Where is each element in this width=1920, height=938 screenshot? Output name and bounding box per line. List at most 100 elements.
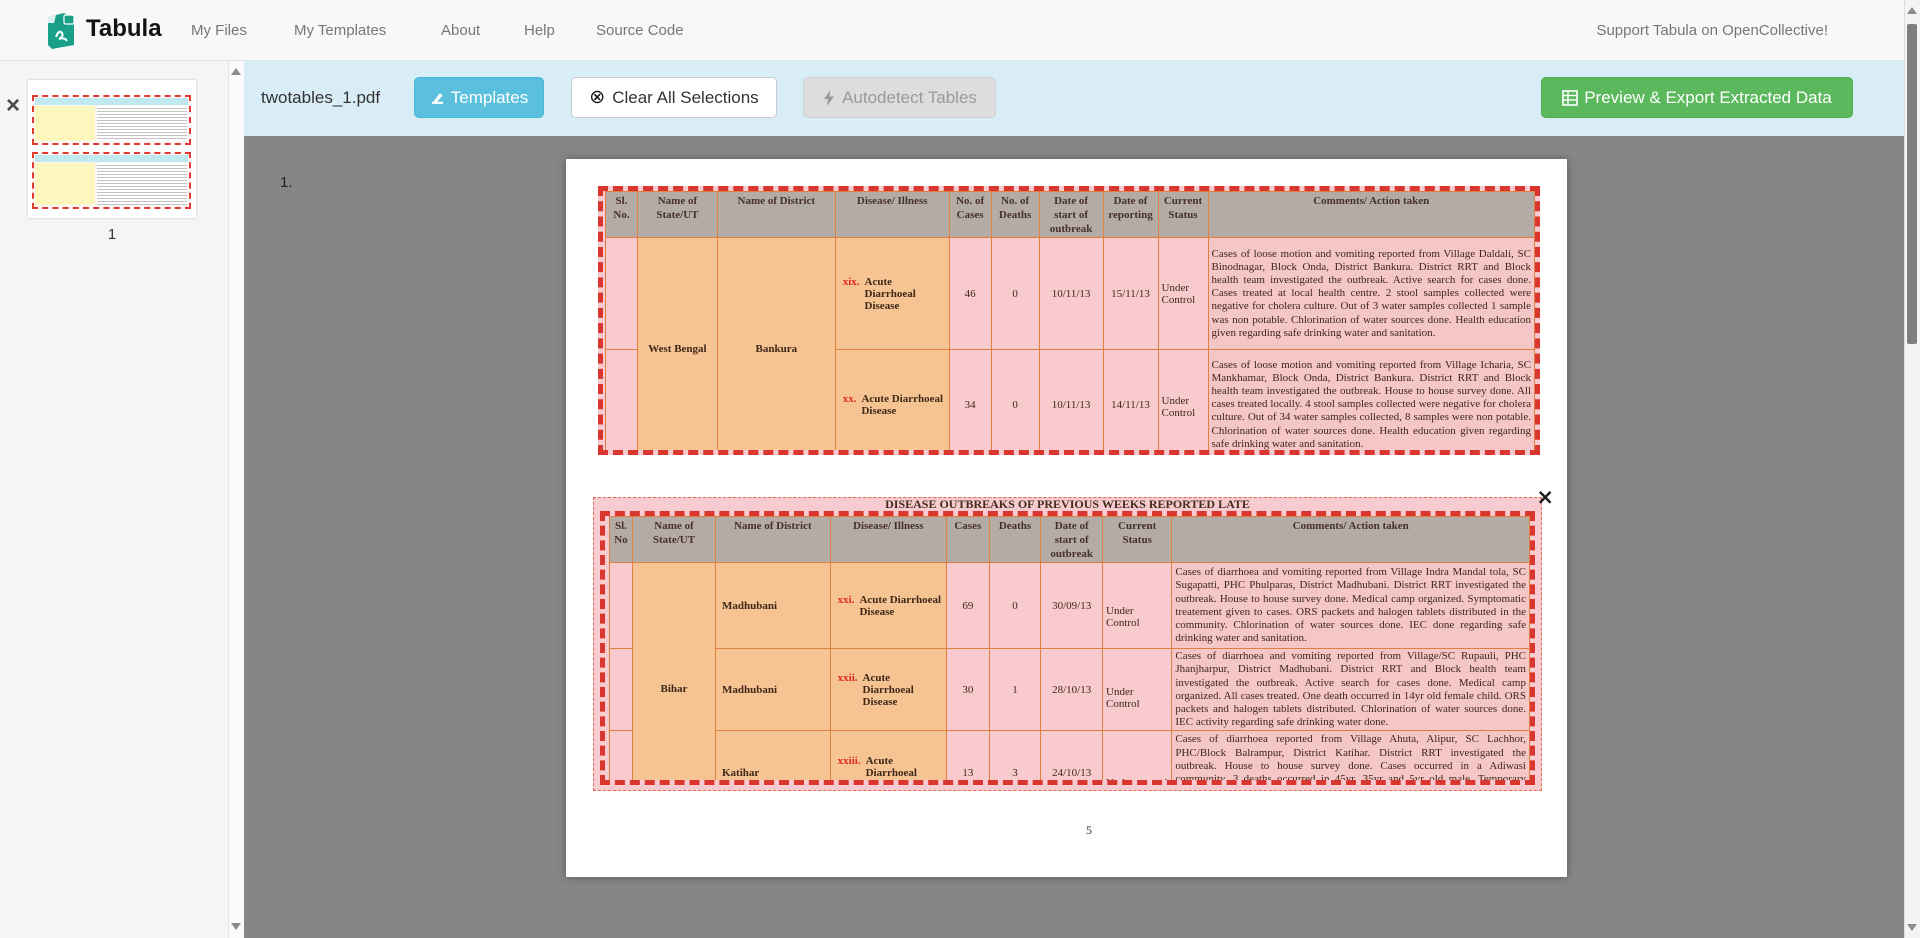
t2-header-disease: Disease/ Illness [829,516,947,564]
table-row: Bihar Madhubani xxi. Acute Diarrhoeal Di… [609,562,1530,780]
t1-header-district: Name of District [716,191,836,239]
thumbnail-page-number: 1 [107,226,117,243]
t1-r1-deaths: 0 [990,237,1040,351]
templates-icon [431,93,443,104]
t2-r3-district: Katihar [715,730,831,780]
nav-about[interactable]: About [441,22,481,39]
t2-r2-comments: Cases of diarrhoea and vomiting reported… [1171,648,1530,732]
t2-r3-roman: xxiii. [837,754,861,767]
t2-r3-status: Under control [1102,730,1173,780]
nav-my-files[interactable]: My Files [191,22,247,39]
t1-r2-comments: Cases of loose motion and vomiting repor… [1207,349,1535,450]
nav-my-templates[interactable]: My Templates [294,22,387,39]
autodetect-button-label: Autodetect Tables [842,87,977,107]
export-button-label: Preview & Export Extracted Data [1584,87,1832,107]
t2-header-status: Current Status [1102,516,1173,564]
t2-r1-start: 30/09/13 [1040,562,1104,650]
mini-table-cells [35,163,95,205]
outbreak-table-2: Sl. No Name of State/UT Name of District… [609,516,1530,785]
sidebar-scroll-down-icon[interactable] [231,923,241,930]
t2-r1-cases: 69 [945,562,990,650]
pdf-canvas: 1. Sl. No. Name of State/UT Name of Dist… [244,136,1905,938]
t2-r1-status: Under Control [1102,562,1173,650]
remove-page-icon[interactable]: × [6,92,21,119]
nav-support-link[interactable]: Support Tabula on OpenCollective! [1596,22,1828,39]
table-row: Katihar xxiii. Acute Diarrhoeal Disease … [609,730,1530,785]
t1-header-sl: Sl. No. [605,191,638,239]
t1-header-reporting: Date of reporting [1102,191,1159,239]
sidebar-scroll-up-icon[interactable] [231,68,241,75]
t2-r2-start: 28/10/13 [1040,648,1104,732]
page-thumbnail[interactable] [28,80,196,218]
autodetect-tables-button[interactable]: Autodetect Tables [803,77,996,118]
table-selection-1[interactable]: Sl. No. Name of State/UT Name of Distric… [598,186,1540,455]
preview-export-button[interactable]: Preview & Export Extracted Data [1541,77,1853,118]
selection-2-close-icon[interactable]: × [1536,485,1554,509]
page-scrollbar[interactable] [1904,0,1920,938]
t2-r1-disease: Acute Diarrhoeal Disease [859,593,942,618]
t1-header-start: Date of start of outbreak [1038,191,1104,239]
tabula-logo-icon [48,11,75,49]
scrollbar-thumb[interactable] [1907,24,1917,344]
table-row: West Bengal Bankura xix. Acute Diarrhoea… [605,237,1535,450]
table2-title: DISEASE OUTBREAKS OF PREVIOUS WEEKS REPO… [885,497,1250,511]
nav-source-code[interactable]: Source Code [596,22,684,39]
t2-r2-disease: Acute Diarrhoeal Disease [862,671,914,708]
t1-header-status: Current Status [1157,191,1209,239]
t2-r2-deaths: 1 [988,648,1042,732]
t2-r2-status: Under Control [1102,648,1173,732]
clear-all-selections-button[interactable]: ⊗ Clear All Selections [571,77,777,118]
t1-r2-status: Under Control [1157,349,1209,450]
t2-r3-disease: Acute Diarrhoeal Disease [865,754,917,785]
selection-1-close-icon[interactable]: × [1533,186,1540,191]
pdf-page[interactable]: Sl. No. Name of State/UT Name of Distric… [566,159,1567,877]
t1-r1-roman: xix. [842,275,860,288]
t2-r3-comments: Cases of diarrhoea reported from Village… [1171,730,1530,780]
t2-r3-deaths: 3 [988,730,1042,780]
mini-table-textlines [97,106,187,141]
t2-header-comments: Comments/ Action taken [1171,516,1530,564]
t1-district-cell: Bankura [716,237,836,450]
t1-r2-deaths: 0 [990,349,1040,450]
mini-table-header [35,98,188,105]
navbar: Tabula My Files My Templates About Help … [0,0,1920,61]
scroll-up-icon[interactable] [1907,7,1917,14]
table-row: Madhubani xxii. Acute Diarrhoeal Disease… [609,648,1530,732]
t1-r2-cases: 34 [948,349,992,450]
t2-header-state: Name of State/UT [631,516,717,564]
toolbar: twotables_1.pdf Templates ⊗ Clear All Se… [244,60,1905,136]
thumbnail-sidebar: × 1 [0,60,244,938]
t1-header-disease: Disease/ Illness [834,191,950,239]
t2-header-start: Date of start of outbreak [1040,516,1104,564]
table-selection-2-outer[interactable]: DISEASE OUTBREAKS OF PREVIOUS WEEKS REPO… [593,487,1554,791]
t1-r1-cases: 46 [948,237,992,351]
table-row: xx. Acute Diarrhoeal Disease 34 0 10/11/… [605,349,1535,450]
t1-r1-reported: 15/11/13 [1102,237,1159,351]
t2-header-cases: Cases [945,516,990,564]
table-list-icon [1562,89,1579,106]
t1-header-comments: Comments/ Action taken [1207,191,1535,239]
scroll-down-icon[interactable] [1907,924,1917,931]
t1-header-cases: No. of Cases [948,191,992,239]
thumbnail-selection-1 [32,95,191,145]
t1-r1-status: Under Control [1157,237,1209,351]
templates-button[interactable]: Templates [414,77,544,118]
t1-state-cell: West Bengal [636,237,718,450]
thumbnail-selection-2 [32,152,191,209]
t2-r2-district: Madhubani [715,648,831,732]
t1-r1-comments: Cases of loose motion and vomiting repor… [1207,237,1535,351]
mini-table-header [35,155,188,162]
table-selection-2[interactable]: Sl. No Name of State/UT Name of District… [600,511,1535,785]
nav-help[interactable]: Help [524,22,555,39]
brand-title: Tabula [86,15,162,42]
pdf-footer-page-number: 5 [1086,823,1092,837]
t1-r1-start: 10/11/13 [1038,237,1104,351]
t2-r1-deaths: 0 [988,562,1042,650]
t1-r2-disease: Acute Diarrhoeal Disease [861,392,944,417]
sidebar-scrollbar[interactable] [228,60,244,938]
t2-state-cell: Bihar [631,562,717,780]
t1-r2-start: 10/11/13 [1038,349,1104,450]
templates-button-label: Templates [450,87,529,107]
t2-r3-start: 24/10/13 [1040,730,1104,780]
